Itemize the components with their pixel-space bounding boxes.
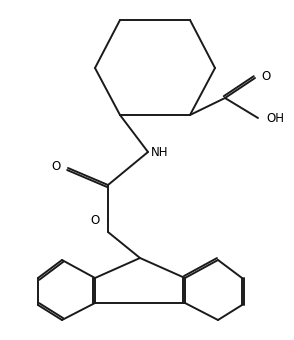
Text: OH: OH bbox=[266, 112, 284, 124]
Text: O: O bbox=[261, 69, 270, 83]
Text: O: O bbox=[52, 159, 61, 172]
Text: NH: NH bbox=[151, 146, 168, 158]
Text: O: O bbox=[91, 214, 100, 226]
